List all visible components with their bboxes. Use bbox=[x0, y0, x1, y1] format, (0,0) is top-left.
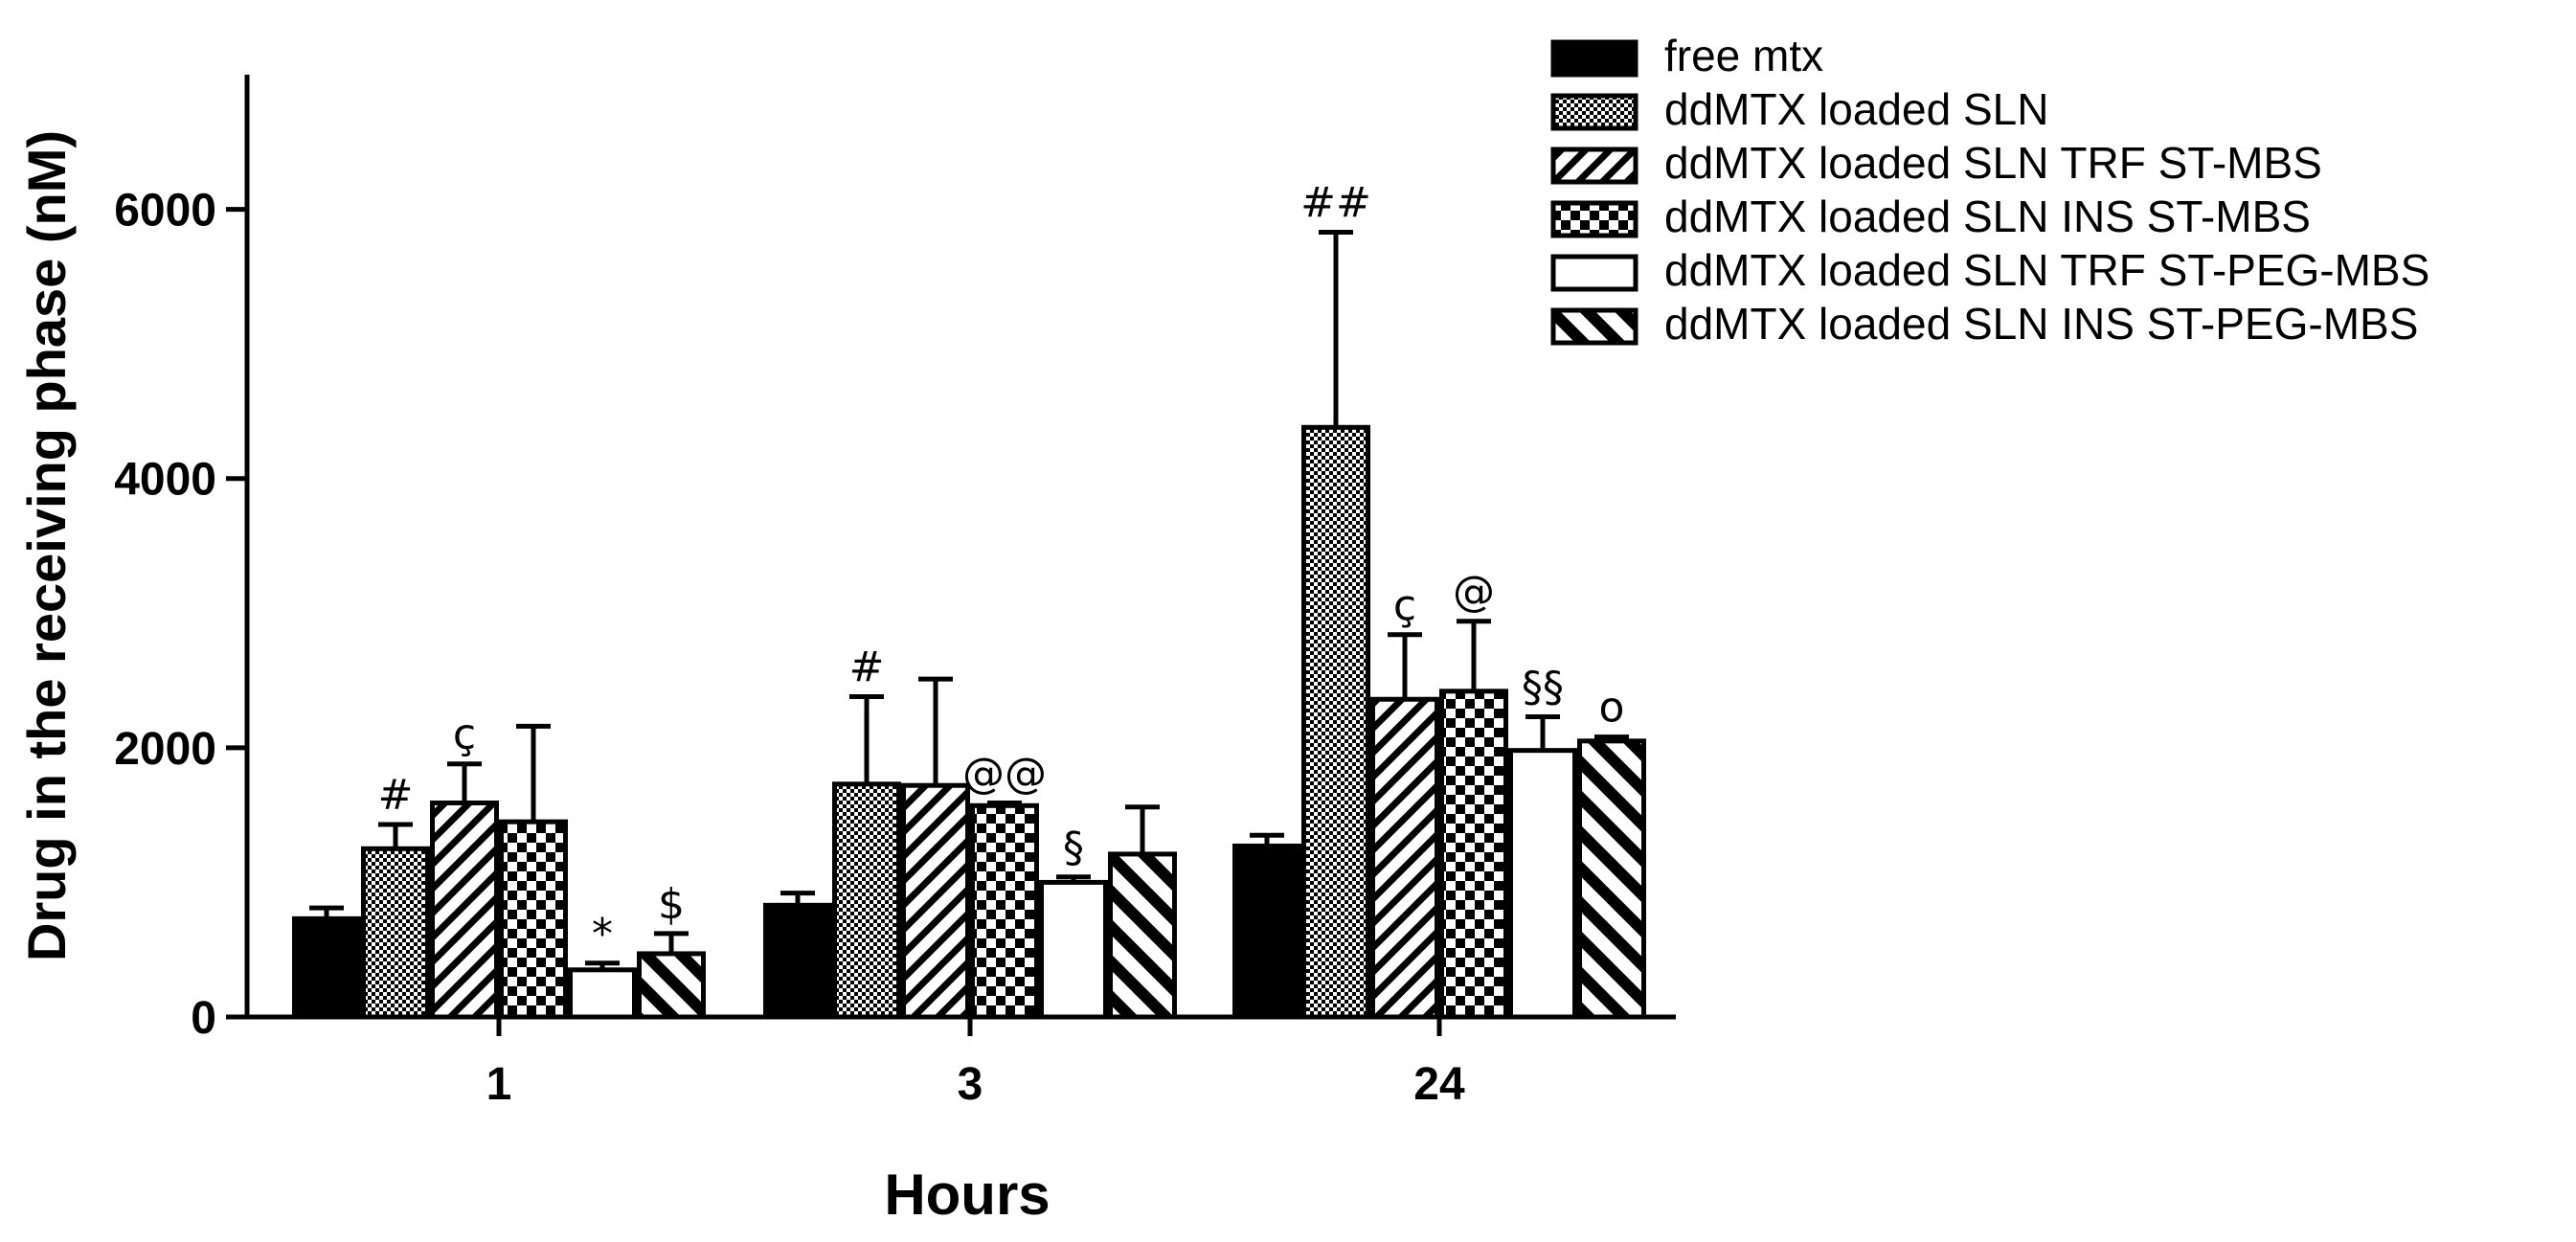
bar bbox=[1232, 843, 1301, 1020]
bar bbox=[568, 967, 637, 1020]
significance-annotation: @@ bbox=[962, 749, 1047, 798]
significance-annotation: # bbox=[849, 643, 885, 691]
significance-annotation: o bbox=[1599, 684, 1625, 733]
x-axis-title: Hours bbox=[884, 1163, 1050, 1227]
legend-swatch bbox=[1550, 39, 1638, 78]
significance-annotation: § bbox=[1063, 824, 1084, 872]
bar bbox=[832, 781, 901, 1020]
significance-annotation: $ bbox=[658, 880, 685, 929]
bar bbox=[1301, 424, 1370, 1020]
legend-swatch bbox=[1550, 200, 1638, 238]
significance-annotation: §§ bbox=[1522, 664, 1564, 712]
significance-annotation: ç bbox=[1393, 581, 1416, 630]
bar bbox=[430, 800, 499, 1020]
legend-entry-label: ddMTX loaded SLN TRF ST-MBS bbox=[1664, 138, 2322, 188]
legend-entry-label: ddMTX loaded SLN bbox=[1664, 84, 2048, 134]
legend-swatch bbox=[1550, 147, 1638, 185]
significance-annotation: @ bbox=[1453, 568, 1495, 617]
significance-annotation: ç bbox=[453, 711, 476, 759]
bar bbox=[637, 951, 706, 1020]
bar bbox=[292, 915, 361, 1020]
y-tick-label: 4000 bbox=[114, 455, 216, 506]
legend-entry-label: ddMTX loaded SLN INS ST-PEG-MBS bbox=[1664, 299, 2418, 349]
significance-annotation: ## bbox=[1300, 178, 1371, 227]
y-axis-title: Drug in the receiving phase (nM) bbox=[16, 130, 77, 961]
bar bbox=[970, 802, 1039, 1020]
legend-entry-label: ddMTX loaded SLN TRF ST-PEG-MBS bbox=[1664, 245, 2429, 295]
bar bbox=[1577, 738, 1646, 1020]
legend-swatch bbox=[1550, 307, 1638, 346]
significance-annotation: * bbox=[592, 910, 613, 959]
x-tick-label: 24 bbox=[1413, 1059, 1465, 1110]
bar bbox=[499, 819, 568, 1020]
bar bbox=[763, 902, 832, 1020]
bar bbox=[361, 846, 430, 1020]
bar bbox=[901, 782, 970, 1020]
y-tick-label: 6000 bbox=[114, 186, 216, 237]
legend-entry-label: free mtx bbox=[1664, 31, 1823, 80]
bar bbox=[1508, 748, 1577, 1020]
significance-annotation: # bbox=[378, 771, 414, 820]
y-tick-label: 0 bbox=[191, 993, 216, 1044]
plot-area: 0 2000 4000 6000 1 # ç * $3 # @@ § 24 ## ç @ §§ o bbox=[114, 75, 1676, 1110]
legend-swatch bbox=[1550, 254, 1638, 292]
bar bbox=[1439, 689, 1508, 1020]
x-tick-label: 3 bbox=[958, 1059, 983, 1110]
bar bbox=[1108, 851, 1177, 1020]
legend-entry-label: ddMTX loaded SLN INS ST-MBS bbox=[1664, 192, 2311, 241]
x-tick-label: 1 bbox=[486, 1059, 512, 1110]
bar bbox=[1039, 879, 1108, 1020]
bar bbox=[1370, 696, 1439, 1020]
legend-swatch bbox=[1550, 93, 1638, 131]
y-tick-label: 2000 bbox=[114, 724, 216, 775]
